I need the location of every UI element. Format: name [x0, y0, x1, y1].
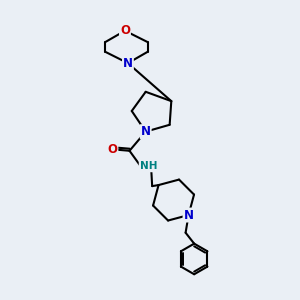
Text: O: O [120, 24, 130, 37]
Text: N: N [141, 125, 151, 138]
Text: N: N [184, 208, 194, 221]
Text: N: N [123, 57, 133, 70]
Text: NH: NH [140, 161, 157, 171]
Text: O: O [107, 143, 117, 156]
